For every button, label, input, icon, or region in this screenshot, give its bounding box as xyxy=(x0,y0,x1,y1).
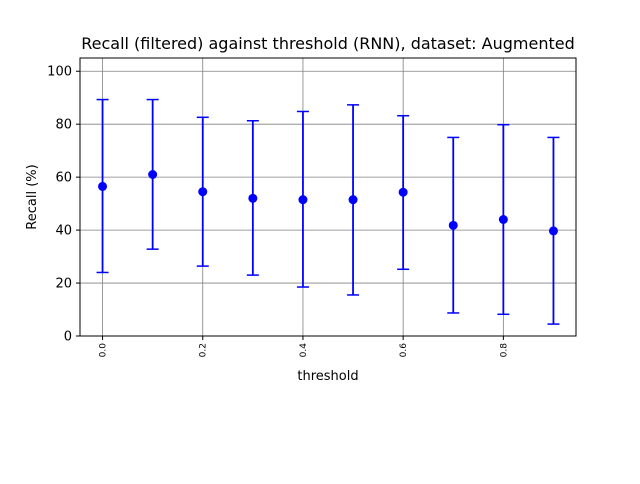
data-point xyxy=(398,187,408,197)
data-point xyxy=(298,195,308,205)
data-point xyxy=(498,215,508,225)
x-tick-label: 0.4 xyxy=(299,343,309,358)
axes: 0 20 40 60 80 100 0.0 0.2 0.4 0.6 0.8 xyxy=(47,57,577,358)
y-tick-label: 60 xyxy=(55,171,72,186)
y-tick-label: 40 xyxy=(55,224,72,239)
x-axis-label: threshold xyxy=(297,369,358,384)
data-point xyxy=(198,187,208,197)
y-axis-label: Recall (%) xyxy=(25,164,40,229)
data-point xyxy=(448,220,458,230)
x-tick-label: 0.6 xyxy=(399,343,409,358)
data-point xyxy=(548,226,558,236)
data-point xyxy=(148,169,158,179)
x-tick-label: 0.2 xyxy=(199,343,209,357)
y-tick-label: 0 xyxy=(64,330,72,345)
x-tick-label: 0.0 xyxy=(99,343,109,358)
y-tick-label: 20 xyxy=(55,277,72,292)
data-series xyxy=(96,98,560,325)
data-point xyxy=(98,181,108,191)
data-point xyxy=(348,195,358,205)
data-point xyxy=(248,193,258,203)
chart-title: Recall (filtered) against threshold (RNN… xyxy=(81,34,575,53)
y-tick-label: 80 xyxy=(55,118,72,133)
y-tick-label: 100 xyxy=(47,65,72,80)
x-tick-label: 0.8 xyxy=(499,343,509,358)
plot-frame xyxy=(79,57,577,337)
